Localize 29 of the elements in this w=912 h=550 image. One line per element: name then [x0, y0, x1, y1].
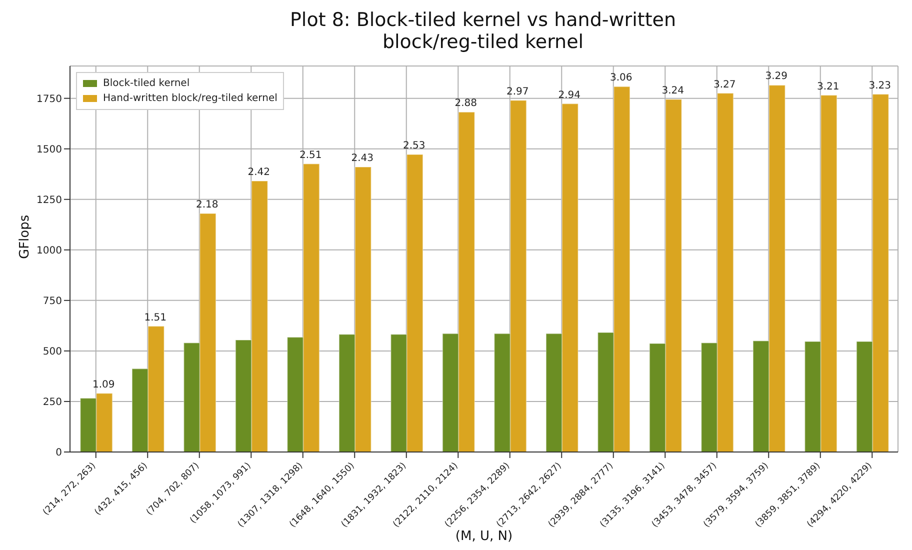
annotation: 3.24	[662, 85, 684, 96]
y-tick-label: 750	[42, 296, 62, 307]
annotation: 3.06	[610, 72, 632, 84]
y-tick-label: 1500	[36, 144, 62, 156]
annotation: 1.51	[144, 312, 167, 324]
annotation: 1.09	[92, 379, 115, 390]
chart-title: Plot 8: Block-tiled kernel vs hand-written block/reg-tiled kernel	[290, 9, 676, 53]
annotation: 3.29	[765, 71, 788, 82]
annotation: 2.42	[248, 166, 270, 178]
y-tick-label: 500	[42, 346, 62, 358]
annotation: 3.27	[714, 79, 736, 90]
legend-label: Block-tiled kernel	[103, 77, 190, 91]
annotation: 2.94	[558, 90, 581, 101]
y-tick-label: 0	[56, 448, 62, 459]
annotation: 2.88	[454, 98, 478, 110]
y-tick-label: 1000	[36, 245, 62, 256]
y-tick-label: 1750	[36, 94, 62, 105]
annotation: 2.51	[300, 150, 322, 161]
x-axis-title: (M, U, N)	[455, 529, 513, 544]
annotation: 2.53	[403, 140, 426, 152]
y-axis-title: GFlops	[18, 214, 33, 259]
y-tick-label: 1250	[36, 194, 62, 206]
legend-label: Hand-written block/reg-tiled kernel	[103, 92, 278, 106]
annotation: 3.23	[868, 80, 892, 92]
annotation: 2.97	[506, 86, 529, 98]
annotation: 2.43	[351, 153, 374, 164]
y-tick-label: 250	[42, 397, 62, 408]
annotation: 2.18	[196, 200, 218, 211]
annotation: 3.21	[817, 81, 840, 92]
